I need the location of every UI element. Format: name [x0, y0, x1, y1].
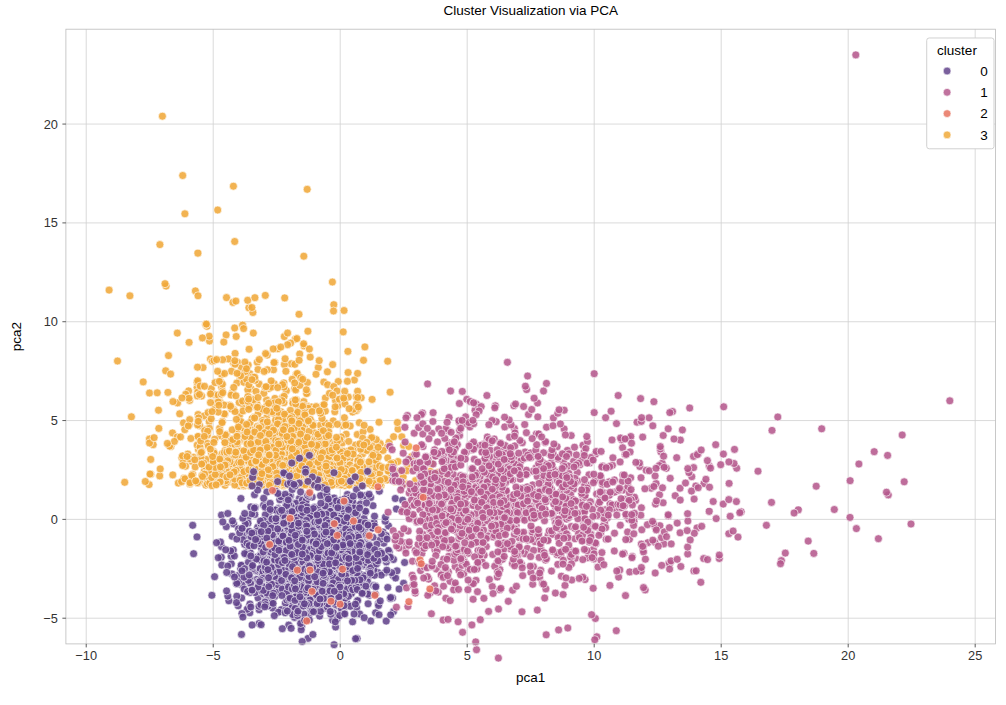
svg-text:2: 2 — [980, 106, 988, 121]
svg-text:pca1: pca1 — [516, 670, 545, 685]
svg-text:10: 10 — [44, 314, 58, 329]
svg-text:0: 0 — [51, 512, 58, 527]
svg-text:1: 1 — [980, 85, 988, 100]
svg-text:3: 3 — [980, 128, 988, 143]
svg-text:15: 15 — [44, 215, 58, 230]
svg-text:−10: −10 — [75, 648, 97, 663]
svg-text:0: 0 — [980, 64, 988, 79]
svg-text:pca2: pca2 — [9, 322, 24, 351]
svg-text:Cluster Visualization via PCA: Cluster Visualization via PCA — [443, 3, 618, 18]
svg-text:20: 20 — [841, 648, 855, 663]
svg-text:25: 25 — [968, 648, 982, 663]
svg-text:5: 5 — [51, 413, 58, 428]
svg-text:−5: −5 — [206, 648, 221, 663]
svg-text:15: 15 — [714, 648, 728, 663]
svg-text:0: 0 — [337, 648, 344, 663]
svg-text:10: 10 — [587, 648, 601, 663]
svg-text:5: 5 — [464, 648, 471, 663]
svg-text:−5: −5 — [43, 611, 58, 626]
svg-text:20: 20 — [44, 117, 58, 132]
svg-text:cluster: cluster — [937, 43, 977, 58]
